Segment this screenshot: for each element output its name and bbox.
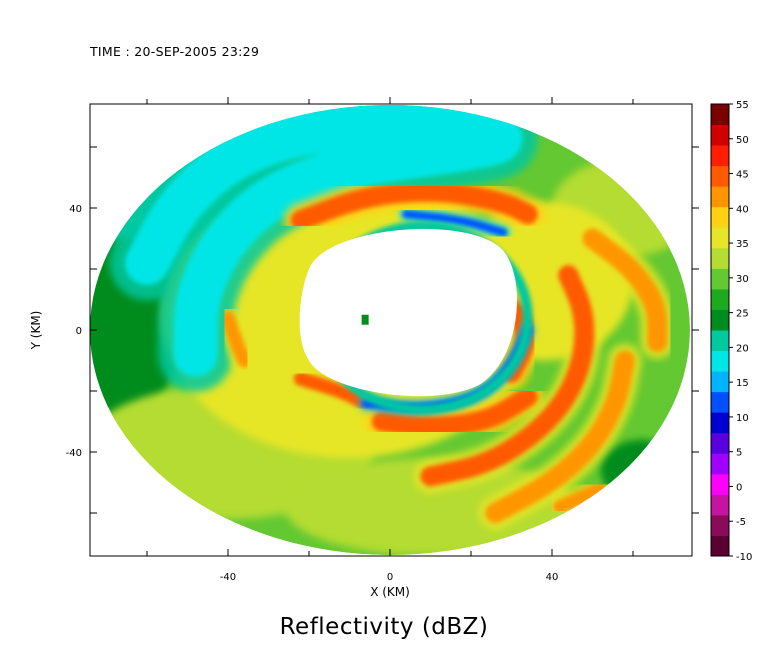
colorbar-segment xyxy=(711,247,729,269)
reflectivity-field xyxy=(90,105,690,555)
colorbar-tick-label: 25 xyxy=(736,309,749,320)
colorbar-segment xyxy=(711,412,729,434)
colorbar-tick-label: 10 xyxy=(736,413,749,424)
colorbar-segment xyxy=(711,227,729,249)
colorbar-tick-label: 30 xyxy=(736,274,749,285)
inner-ring-n xyxy=(290,181,538,231)
y-tick-label: -40 xyxy=(66,448,82,459)
region-teal-se xyxy=(600,439,682,501)
colorbar-segment xyxy=(711,473,729,495)
colorbar-segment xyxy=(711,268,729,290)
chart-title: Reflectivity (dBZ) xyxy=(279,614,489,640)
colorbar-tick-label: 40 xyxy=(736,204,749,215)
colorbar-tick-label: 35 xyxy=(736,239,749,250)
colorbar-segment xyxy=(711,124,729,146)
colorbar-tick-label: 20 xyxy=(736,343,749,354)
colorbar-tick-label: -5 xyxy=(736,517,746,528)
x-axis-label: X (KM) xyxy=(370,585,410,599)
colorbar-segment xyxy=(711,514,729,536)
rainband-se xyxy=(420,265,595,487)
colorbar-segment xyxy=(711,309,729,331)
time-label: TIME : 20-SEP-2005 23:29 xyxy=(90,44,260,59)
colorbar-segment xyxy=(711,535,729,557)
x-tick-label: 0 xyxy=(387,572,393,583)
y-tick-label: 40 xyxy=(69,204,82,215)
plot-marks: -40 0 40 -40 0 40 xyxy=(66,97,699,583)
colorbar-segment xyxy=(711,186,729,208)
colorbar-segment xyxy=(711,391,729,413)
x-tick-label: -40 xyxy=(220,572,236,583)
colorbar-tick-label: 0 xyxy=(736,482,742,493)
region-yellow-s xyxy=(284,458,577,555)
colorbar-segment xyxy=(711,371,729,393)
colorbar-tick-label: 15 xyxy=(736,378,749,389)
colorbar-segment xyxy=(711,165,729,187)
colorbar-segment xyxy=(711,330,729,352)
colorbar-segment xyxy=(711,288,729,310)
eye-no-data xyxy=(299,229,518,397)
inner-ring-s xyxy=(371,387,538,437)
y-tick-label: 0 xyxy=(76,326,82,337)
spot-sw xyxy=(293,371,373,411)
spot-se xyxy=(553,481,608,514)
colorbar-segment xyxy=(711,494,729,516)
colorbar-tick-label: 50 xyxy=(736,135,749,146)
colorbar-segment xyxy=(711,453,729,475)
colorbar-segment xyxy=(711,145,729,167)
y-axis-label: Y (KM) xyxy=(29,310,43,350)
x-tick-label: 40 xyxy=(546,572,559,583)
colorbar-tick-label: 55 xyxy=(736,100,749,111)
colorbar-tick-label: -10 xyxy=(736,552,752,563)
colorbar-frame xyxy=(710,103,730,557)
colorbar-segment xyxy=(711,104,729,126)
colorbar-segment xyxy=(711,432,729,454)
eyewall-blue-n xyxy=(402,210,508,237)
colorbar-tick-label: 45 xyxy=(736,170,749,181)
spot-w xyxy=(221,310,252,368)
rainband-e xyxy=(582,228,668,353)
eye-echo xyxy=(361,314,369,325)
colorbar-tick-label: 5 xyxy=(736,448,742,459)
colorbar-segment xyxy=(711,350,729,372)
colorbar-segment xyxy=(711,206,729,228)
outer-rainband xyxy=(125,105,523,377)
rainband-sse xyxy=(485,350,635,523)
